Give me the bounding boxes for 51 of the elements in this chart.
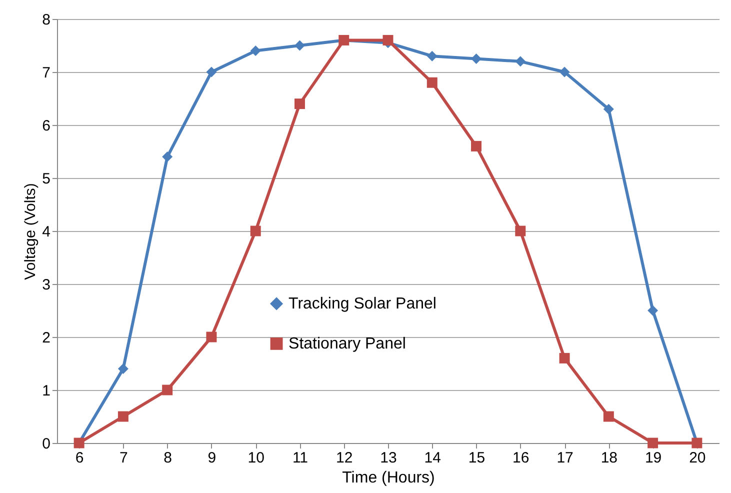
point bbox=[426, 77, 438, 88]
point bbox=[294, 98, 305, 110]
y-axis-title: Voltage (Volts) bbox=[22, 183, 40, 280]
point bbox=[426, 50, 438, 62]
point bbox=[515, 226, 526, 236]
point bbox=[206, 332, 217, 342]
x-tick-label: 20 bbox=[689, 450, 706, 466]
point bbox=[603, 411, 614, 422]
x-tick-label: 9 bbox=[208, 450, 216, 466]
x-tick-label: 16 bbox=[512, 450, 530, 466]
y-tick-label: 5 bbox=[42, 170, 50, 188]
x-tick-label: 13 bbox=[380, 450, 397, 466]
x-tick-label: 19 bbox=[644, 450, 662, 466]
y-tick-label: 6 bbox=[42, 118, 50, 134]
y-tick-label: 2 bbox=[42, 330, 50, 346]
point bbox=[515, 56, 526, 67]
legend-label: Stationary Panel bbox=[288, 336, 406, 353]
x-tick-label: 8 bbox=[164, 450, 172, 466]
point bbox=[603, 104, 614, 114]
x-tick-label: 7 bbox=[120, 450, 128, 466]
y-tick-label: 3 bbox=[42, 276, 50, 294]
x-tick-label: 10 bbox=[248, 450, 264, 466]
point bbox=[250, 46, 261, 56]
point bbox=[382, 34, 394, 46]
point bbox=[206, 66, 217, 78]
point bbox=[648, 305, 658, 316]
y-tick-label: 0 bbox=[42, 436, 50, 452]
point bbox=[471, 54, 482, 64]
x-tick-label: 14 bbox=[424, 450, 441, 466]
x-tick-label: 6 bbox=[75, 450, 84, 466]
point bbox=[118, 411, 128, 422]
point bbox=[250, 226, 261, 236]
point bbox=[559, 352, 570, 364]
x-tick-label: 17 bbox=[556, 450, 574, 466]
y-tick-label: 4 bbox=[42, 224, 50, 240]
point bbox=[294, 40, 305, 51]
point bbox=[559, 66, 570, 78]
legend-label: Tracking Solar Panel bbox=[288, 296, 436, 313]
point bbox=[162, 152, 173, 162]
y-tick-label: 7 bbox=[42, 64, 50, 82]
point bbox=[118, 364, 128, 374]
x-tick-label: 12 bbox=[336, 450, 353, 466]
y-tick-label: 8 bbox=[42, 12, 50, 28]
point bbox=[648, 438, 658, 448]
x-tick-label: 15 bbox=[468, 450, 486, 466]
point bbox=[162, 384, 173, 396]
x-tick-label: 18 bbox=[600, 450, 618, 466]
point bbox=[471, 140, 482, 152]
x-axis-title: Time (Hours) bbox=[342, 470, 435, 486]
x-tick-label: 11 bbox=[292, 450, 308, 466]
y-tick-label: 1 bbox=[42, 382, 50, 400]
